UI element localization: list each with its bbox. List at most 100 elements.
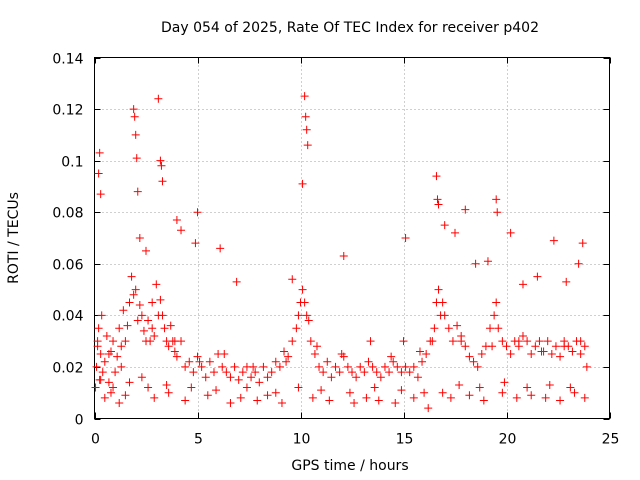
data-point xyxy=(150,393,159,402)
data-point xyxy=(300,298,309,307)
data-point xyxy=(205,357,214,366)
data-point xyxy=(251,368,260,377)
data-point xyxy=(446,393,455,402)
data-point xyxy=(494,324,503,333)
data-point xyxy=(247,373,256,382)
data-point xyxy=(94,324,103,333)
data-point xyxy=(164,388,173,397)
x-tick-label: 20 xyxy=(499,432,517,448)
data-point xyxy=(574,259,583,268)
data-point xyxy=(193,352,202,361)
data-point xyxy=(348,368,356,377)
data-point xyxy=(389,357,398,366)
data-point xyxy=(209,368,218,377)
data-point xyxy=(335,368,344,377)
data-point xyxy=(387,352,396,361)
data-point xyxy=(242,383,251,392)
data-point xyxy=(132,154,141,163)
data-point xyxy=(170,337,179,346)
data-point xyxy=(125,298,134,307)
data-point xyxy=(374,396,383,405)
data-point xyxy=(370,383,379,392)
data-point xyxy=(253,396,262,405)
data-point xyxy=(294,383,303,392)
data-point xyxy=(356,362,365,371)
data-point xyxy=(160,324,169,333)
data-point xyxy=(181,362,190,371)
data-point xyxy=(471,259,480,268)
data-point xyxy=(492,195,501,204)
data-point xyxy=(137,373,146,382)
data-point xyxy=(523,337,532,346)
data-point xyxy=(100,357,109,366)
data-point xyxy=(391,399,400,408)
data-point xyxy=(433,195,442,204)
data-point xyxy=(96,350,105,359)
data-point xyxy=(119,306,128,315)
data-point xyxy=(418,357,427,366)
data-point xyxy=(310,350,319,359)
data-point xyxy=(409,362,418,371)
data-point xyxy=(142,246,150,255)
data-point xyxy=(152,280,161,289)
data-point xyxy=(362,393,371,402)
data-point xyxy=(117,362,126,371)
data-point xyxy=(121,337,130,346)
x-tick-label: 25 xyxy=(602,432,620,448)
data-point xyxy=(133,187,142,196)
data-point xyxy=(111,368,120,377)
data-point xyxy=(263,391,272,400)
data-point xyxy=(531,342,540,351)
data-point xyxy=(415,347,424,356)
data-point xyxy=(236,393,245,402)
data-point xyxy=(106,388,115,397)
chart-title: Day 054 of 2025, Rate Of TEC Index for r… xyxy=(161,20,539,36)
data-point xyxy=(518,280,527,289)
data-point xyxy=(96,375,105,384)
data-point xyxy=(541,393,550,402)
data-point xyxy=(189,368,198,377)
data-point xyxy=(109,383,118,392)
y-tick-labels: 0 0.02 0.04 0.06 0.08 0.1 0.12 0.14 xyxy=(52,52,83,429)
data-point xyxy=(413,373,422,382)
data-point xyxy=(422,350,431,359)
data-point xyxy=(317,386,326,395)
data-point xyxy=(162,380,171,389)
data-point xyxy=(255,378,264,387)
x-tick-labels: 0 5 10 15 20 25 xyxy=(91,432,619,448)
data-point xyxy=(323,357,332,366)
data-point xyxy=(580,393,589,402)
data-point xyxy=(232,277,241,286)
data-point xyxy=(113,352,122,361)
data-point xyxy=(284,352,293,361)
data-point xyxy=(115,399,124,408)
data-point xyxy=(337,350,346,359)
data-point xyxy=(527,391,536,400)
data-point xyxy=(397,368,406,377)
data-point xyxy=(399,337,408,346)
data-point xyxy=(401,362,410,371)
data-point xyxy=(339,252,348,261)
data-point xyxy=(172,352,181,361)
data-point xyxy=(498,388,507,397)
data-point xyxy=(453,321,462,330)
data-point xyxy=(220,350,229,359)
data-point xyxy=(401,234,410,242)
data-point xyxy=(94,169,103,178)
y-tick-label: 0.04 xyxy=(52,309,83,325)
data-point xyxy=(424,404,433,413)
data-point xyxy=(98,368,107,377)
data-point xyxy=(380,362,389,371)
data-point xyxy=(170,347,179,356)
data-point xyxy=(420,388,429,397)
data-point xyxy=(164,342,173,351)
data-point xyxy=(543,337,552,346)
data-point xyxy=(512,393,521,402)
data-point xyxy=(568,347,577,356)
data-point xyxy=(226,373,235,382)
data-point xyxy=(434,200,443,209)
data-point xyxy=(551,342,560,351)
data-point xyxy=(385,368,394,377)
data-point xyxy=(117,342,126,351)
data-point xyxy=(181,396,190,405)
